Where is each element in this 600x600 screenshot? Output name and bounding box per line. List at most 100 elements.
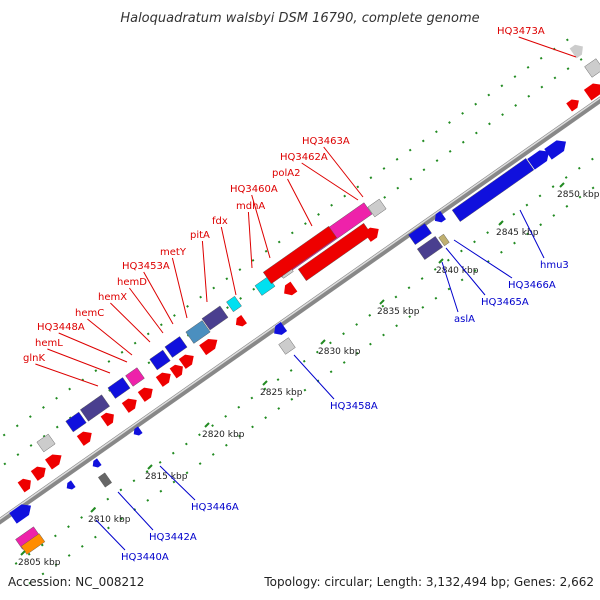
gene-arrow <box>178 354 194 369</box>
kbp-tick-label: 2810 kbp <box>88 515 131 525</box>
gene-feature <box>262 226 338 284</box>
gene-feature <box>584 58 600 78</box>
gene-label: hemX <box>98 292 127 303</box>
gene-feature <box>98 472 112 488</box>
genome-backbone <box>0 96 600 525</box>
gene-label: HQ3465A <box>481 297 529 308</box>
genome-backbone-highlight <box>0 97 600 520</box>
gene-arrow <box>137 387 153 402</box>
gene-arrow <box>66 480 76 490</box>
gene-arrow <box>100 412 114 427</box>
gene-label: HQ3460A <box>230 184 278 195</box>
gene-label: hemL <box>35 338 63 349</box>
gene-label-leader <box>445 247 486 296</box>
kbp-tick-mark <box>90 507 96 513</box>
gene-label-leader <box>110 302 151 343</box>
gene-arrow <box>133 426 143 436</box>
gene-label-leader <box>287 178 313 227</box>
kbp-tick-label: 2845 kbp <box>496 228 539 238</box>
kbp-tick-label: 2820 kbp <box>202 430 245 440</box>
gene-label: HQ3458A <box>330 401 378 412</box>
top-strand-labels: HQ3473A HQ3463A HQ3462A polA2 HQ3460A mdhA fdx… <box>23 26 577 387</box>
gene-arrow <box>235 315 247 327</box>
kbp-tick-label: 2805 kbp <box>18 558 61 568</box>
gene-feature <box>278 337 296 355</box>
gene-label-leader <box>95 519 126 551</box>
kbp-tick-mark <box>379 299 385 305</box>
kbp-tick-mark <box>204 422 210 428</box>
gene-feature <box>185 320 211 344</box>
gene-label: HQ3462A <box>280 152 328 163</box>
genome-summary-text: Topology: circular; Length: 3,132,494 bp… <box>263 575 594 589</box>
kbp-tick-mark <box>498 220 504 226</box>
gene-arrow <box>274 322 288 335</box>
gene-feature <box>438 233 450 247</box>
gene-label-leader <box>323 146 364 198</box>
gene-label-leader <box>128 287 164 334</box>
gene-arrow <box>363 227 379 242</box>
gene-label-leader <box>441 261 459 313</box>
gene-feature <box>367 198 387 218</box>
kbp-tick-label: 2850 kbp <box>557 190 600 200</box>
gene-label-leader <box>35 363 99 387</box>
gene-label: hemC <box>75 308 104 319</box>
gene-label-leader <box>201 240 208 303</box>
gene-label-leader <box>117 491 154 531</box>
kbp-tick-mark <box>147 464 153 470</box>
gene-label-leader <box>301 162 359 201</box>
gene-arrow <box>566 99 579 112</box>
gene-label-leader <box>220 226 237 296</box>
gene-arrow <box>121 398 137 413</box>
gene-label-leader <box>143 271 174 325</box>
gene-label: HQ3463A <box>302 136 350 147</box>
kbp-tick-label: 2830 kbp <box>318 347 361 357</box>
kbp-tick-mark <box>559 182 565 188</box>
gene-arrow <box>199 338 218 356</box>
kbp-tick-label: 2815 kbp <box>145 472 188 482</box>
gene-label: HQ3473A <box>497 26 545 37</box>
dotted-guide-line <box>14 152 600 565</box>
gene-label: HQ3446A <box>191 502 239 513</box>
gene-feature <box>36 433 56 453</box>
gene-feature <box>416 236 444 260</box>
kbp-tick-mark <box>262 380 268 386</box>
gene-label: HQ3466A <box>508 280 556 291</box>
gene-features <box>9 44 600 555</box>
kbp-tick-label: 2840 kbp <box>436 266 479 276</box>
kbp-tick-label: 2825 kbp <box>260 388 303 398</box>
gene-label-leader <box>453 239 513 279</box>
gene-feature <box>125 367 145 387</box>
gene-label: HQ3442A <box>149 532 197 543</box>
gene-arrow <box>76 431 92 446</box>
gene-feature <box>451 158 535 222</box>
gene-feature <box>80 394 110 422</box>
kbp-tick-label: 2835 kbp <box>377 307 420 317</box>
kbp-tick-mark <box>320 339 326 345</box>
gene-label-leader <box>251 194 271 259</box>
bottom-strand-labels: hmu3 HQ3466A HQ3465A aslA HQ3458A HQ3446A HQ34… <box>95 209 569 563</box>
gene-label: HQ3453A <box>122 261 170 272</box>
gene-feature <box>20 533 46 555</box>
gene-label: HQ3440A <box>121 552 169 563</box>
gene-label: fdx <box>212 216 228 227</box>
gene-arrow <box>169 364 183 379</box>
gene-feature <box>408 223 432 245</box>
kbp-tick-mark <box>20 550 26 556</box>
gene-label-leader <box>47 348 111 374</box>
gene-arrow <box>569 44 583 59</box>
gene-label: metY <box>160 247 187 258</box>
gene-arrow <box>544 140 567 160</box>
gene-feature <box>164 336 188 358</box>
gene-label: mdhA <box>236 201 265 212</box>
gene-label-leader <box>519 209 545 259</box>
gene-label: polA2 <box>272 168 300 179</box>
gene-feature <box>226 295 242 313</box>
gene-label-leader <box>87 318 133 356</box>
dotted-guide-line <box>0 56 586 469</box>
gene-arrow <box>284 281 298 296</box>
gene-arrow <box>9 504 32 524</box>
gene-label: hmu3 <box>540 260 569 271</box>
accession-text: Accession: NC_008212 <box>8 575 144 589</box>
gene-label-leader <box>518 36 577 58</box>
gene-feature <box>201 305 229 331</box>
